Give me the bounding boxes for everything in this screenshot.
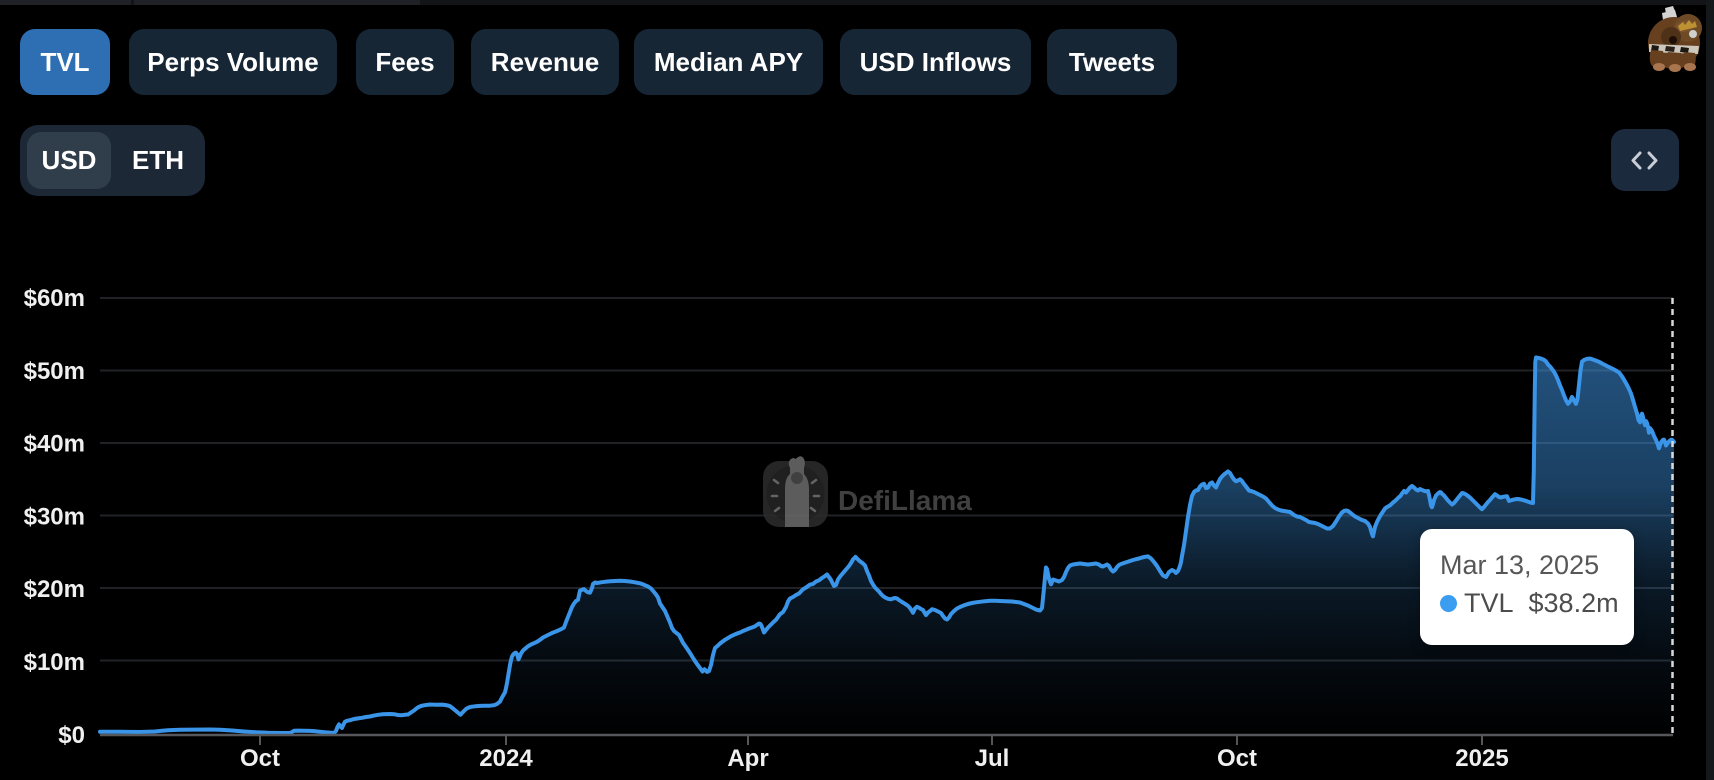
svg-text:Oct: Oct: [240, 745, 280, 772]
svg-text:Oct: Oct: [1217, 745, 1257, 772]
svg-text:$50m: $50m: [24, 358, 85, 385]
svg-text:2024: 2024: [479, 745, 533, 772]
svg-text:Apr: Apr: [727, 745, 768, 772]
svg-text:$30m: $30m: [24, 503, 85, 530]
svg-text:Jul: Jul: [975, 745, 1010, 772]
svg-text:$20m: $20m: [24, 576, 85, 603]
svg-text:2025: 2025: [1455, 745, 1508, 772]
svg-text:$40m: $40m: [24, 431, 85, 458]
svg-text:$10m: $10m: [24, 649, 85, 676]
svg-text:$60m: $60m: [24, 285, 85, 312]
svg-text:DefiLlama: DefiLlama: [838, 485, 972, 516]
svg-text:$0: $0: [58, 722, 85, 749]
